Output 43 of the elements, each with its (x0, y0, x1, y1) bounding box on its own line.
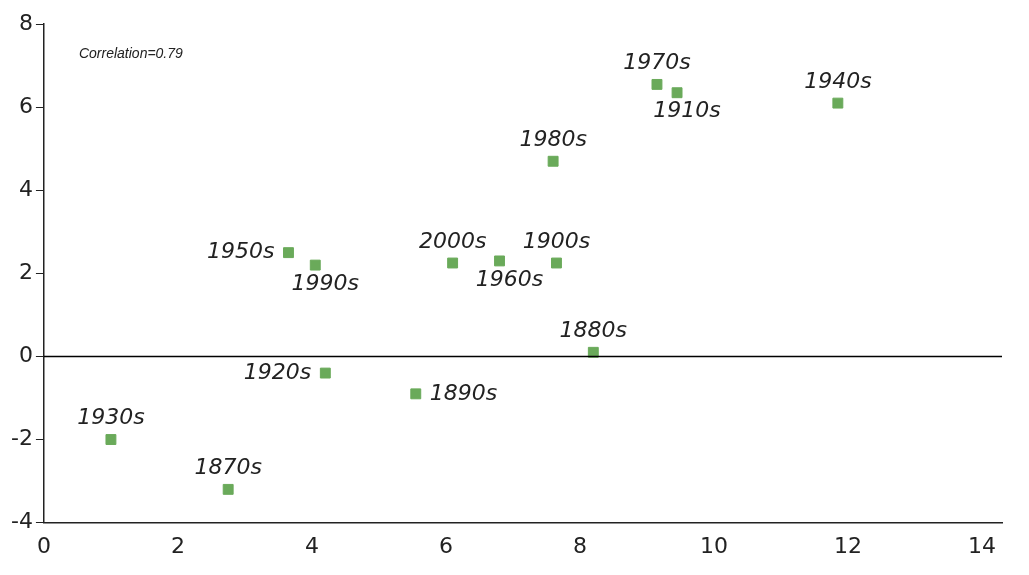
annotation: 1980s (519, 125, 587, 151)
point (222, 483, 234, 495)
x-tick-label: 6 (438, 532, 453, 558)
annotation: 1900s (522, 227, 591, 253)
annotation: 1950s (207, 238, 275, 264)
point (283, 247, 294, 259)
x-tick-label: 8 (572, 532, 587, 558)
point (551, 257, 562, 269)
annotation: 1920s (243, 358, 312, 384)
annotation: 1940s (804, 67, 872, 93)
annotation: 1890s (429, 379, 498, 405)
annotation: 1970s (623, 49, 691, 75)
annotation: 2000s (418, 227, 487, 253)
x-tick-label: 4 (304, 532, 319, 558)
y-tick-label: 4 (18, 176, 33, 202)
point (105, 434, 117, 445)
x-tick-label: 0 (36, 532, 51, 558)
annotation: 1910s (653, 97, 721, 123)
y-tick-label: 2 (18, 259, 33, 285)
point (410, 388, 422, 400)
annotation: 1990s (291, 269, 359, 295)
annotation: 1870s (194, 454, 262, 480)
annotation: 1880s (559, 317, 628, 343)
point (651, 78, 663, 90)
x-tick-label: 10 (699, 532, 728, 558)
point (494, 255, 505, 267)
y-tick-label: -4 (11, 508, 33, 534)
point (547, 155, 559, 167)
y-tick-label: -2 (11, 425, 33, 451)
y-tick-label: 0 (18, 342, 33, 368)
annotation: 1960s (475, 265, 544, 291)
annotation: Correlation=0.79 (78, 45, 184, 62)
x-tick-label: 12 (833, 532, 862, 558)
point (309, 259, 321, 271)
point (671, 87, 683, 99)
annotation: 1930s (77, 404, 145, 430)
point (319, 367, 331, 379)
y-tick-label: 6 (18, 92, 33, 118)
y-tick-label: 8 (18, 9, 33, 35)
x-tick-label: 14 (967, 532, 996, 558)
point (447, 257, 459, 269)
point (832, 97, 844, 109)
x-tick-label: 2 (170, 532, 185, 558)
